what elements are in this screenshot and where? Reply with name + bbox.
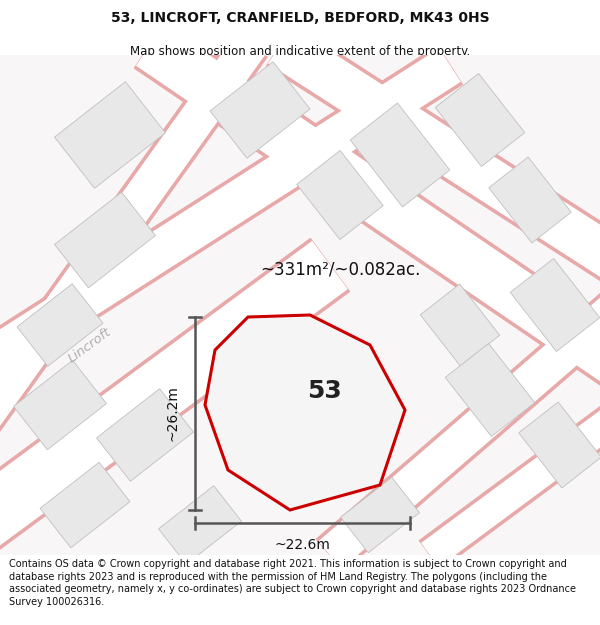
Polygon shape xyxy=(17,284,103,366)
Polygon shape xyxy=(318,221,600,569)
Text: ~331m²/~0.082ac.: ~331m²/~0.082ac. xyxy=(260,261,420,279)
Polygon shape xyxy=(0,48,461,402)
Polygon shape xyxy=(134,22,600,408)
Text: Contains OS data © Crown copyright and database right 2021. This information is : Contains OS data © Crown copyright and d… xyxy=(9,559,576,607)
Polygon shape xyxy=(14,360,106,450)
Polygon shape xyxy=(266,24,600,336)
Polygon shape xyxy=(158,486,241,564)
Text: 53, LINCROFT, CRANFIELD, BEDFORD, MK43 0HS: 53, LINCROFT, CRANFIELD, BEDFORD, MK43 0… xyxy=(110,11,490,26)
Polygon shape xyxy=(420,284,500,366)
Polygon shape xyxy=(0,32,267,478)
Polygon shape xyxy=(0,34,265,476)
Polygon shape xyxy=(205,315,405,510)
Polygon shape xyxy=(316,219,600,571)
Polygon shape xyxy=(519,402,600,488)
Polygon shape xyxy=(230,412,310,488)
Text: ~26.2m: ~26.2m xyxy=(166,386,180,441)
Polygon shape xyxy=(421,343,600,567)
Polygon shape xyxy=(307,374,393,456)
Polygon shape xyxy=(210,62,310,158)
Polygon shape xyxy=(40,462,130,548)
Polygon shape xyxy=(435,74,525,166)
Polygon shape xyxy=(97,389,193,481)
Polygon shape xyxy=(445,344,535,436)
Polygon shape xyxy=(55,82,166,188)
Text: ~22.6m: ~22.6m xyxy=(275,538,331,552)
Polygon shape xyxy=(0,241,348,569)
Polygon shape xyxy=(350,103,450,207)
Polygon shape xyxy=(268,26,600,334)
Text: Map shows position and indicative extent of the property.: Map shows position and indicative extent… xyxy=(130,45,470,58)
Polygon shape xyxy=(419,341,600,569)
Polygon shape xyxy=(0,238,350,572)
Polygon shape xyxy=(489,157,571,243)
Text: Lincroft: Lincroft xyxy=(66,325,114,365)
Text: 53: 53 xyxy=(307,379,342,402)
Polygon shape xyxy=(136,24,600,406)
Polygon shape xyxy=(0,46,463,404)
Polygon shape xyxy=(55,192,155,288)
Polygon shape xyxy=(510,259,600,351)
Polygon shape xyxy=(341,478,419,552)
Polygon shape xyxy=(297,151,383,239)
